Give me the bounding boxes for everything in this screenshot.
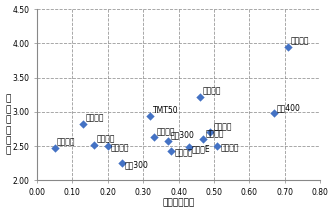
Point (151, 135, 156, 139)
Point (80, 122, 86, 126)
X-axis label: 月平均收益率: 月平均收益率 (162, 199, 195, 207)
Text: 申万制造: 申万制造 (213, 122, 232, 131)
Text: 创业板指: 创业板指 (291, 36, 310, 45)
Text: 中小板指: 中小板指 (97, 134, 115, 143)
Text: 上证新兴: 上证新兴 (157, 127, 175, 136)
Point (215, 144, 220, 148)
Text: 深证300: 深证300 (125, 160, 149, 170)
Text: TMT50: TMT50 (153, 106, 179, 115)
Text: 中证新兴: 中证新兴 (174, 148, 193, 157)
Point (186, 145, 192, 148)
Point (119, 162, 125, 165)
Point (148, 114, 153, 118)
Point (271, 112, 277, 115)
Point (286, 45, 291, 49)
Text: 中小板E: 中小板E (192, 144, 211, 153)
Point (201, 138, 206, 141)
Text: 中创400: 中创400 (277, 103, 301, 112)
Text: 创业成长: 创业成长 (86, 114, 104, 123)
Point (91, 143, 96, 147)
Y-axis label: 月
收
益
标
准
差: 月 收 益 标 准 差 (6, 95, 11, 156)
Point (208, 131, 213, 134)
Point (105, 145, 111, 148)
Text: 中小300: 中小300 (171, 130, 195, 139)
Point (169, 149, 174, 153)
Text: 中证信息: 中证信息 (203, 86, 221, 95)
Point (52, 147, 57, 150)
Text: 中小成长: 中小成长 (56, 138, 75, 147)
Text: 技术领先: 技术领先 (220, 143, 239, 152)
Point (165, 139, 171, 142)
Text: 中小板综: 中小板综 (206, 129, 225, 138)
Point (197, 95, 202, 98)
Text: 深证民营: 深证民营 (111, 144, 129, 153)
